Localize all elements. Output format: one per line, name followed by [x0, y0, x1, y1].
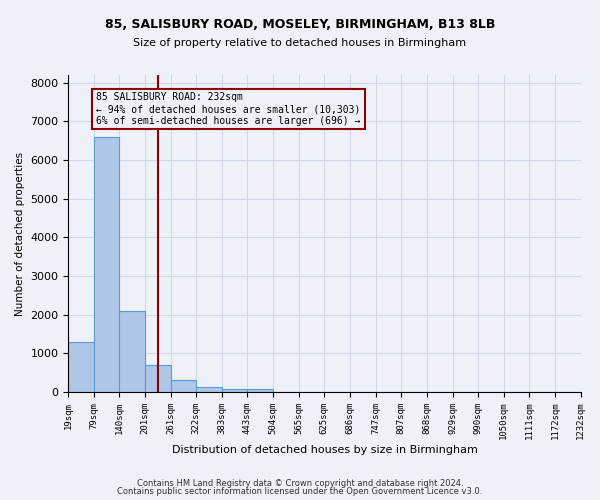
- Text: 85 SALISBURY ROAD: 232sqm
← 94% of detached houses are smaller (10,303)
6% of se: 85 SALISBURY ROAD: 232sqm ← 94% of detac…: [96, 92, 361, 126]
- Y-axis label: Number of detached properties: Number of detached properties: [15, 152, 25, 316]
- Bar: [68, 342, 94, 392]
- Bar: [196, 388, 222, 392]
- Text: 85, SALISBURY ROAD, MOSELEY, BIRMINGHAM, B13 8LB: 85, SALISBURY ROAD, MOSELEY, BIRMINGHAM,…: [105, 18, 495, 30]
- Bar: [94, 137, 119, 392]
- X-axis label: Distribution of detached houses by size in Birmingham: Distribution of detached houses by size …: [172, 445, 478, 455]
- Bar: [119, 311, 145, 392]
- Bar: [222, 390, 247, 392]
- Bar: [170, 380, 196, 392]
- Text: Size of property relative to detached houses in Birmingham: Size of property relative to detached ho…: [133, 38, 467, 48]
- Bar: [145, 365, 170, 392]
- Text: Contains public sector information licensed under the Open Government Licence v3: Contains public sector information licen…: [118, 487, 482, 496]
- Bar: [247, 390, 273, 392]
- Text: Contains HM Land Registry data © Crown copyright and database right 2024.: Contains HM Land Registry data © Crown c…: [137, 478, 463, 488]
